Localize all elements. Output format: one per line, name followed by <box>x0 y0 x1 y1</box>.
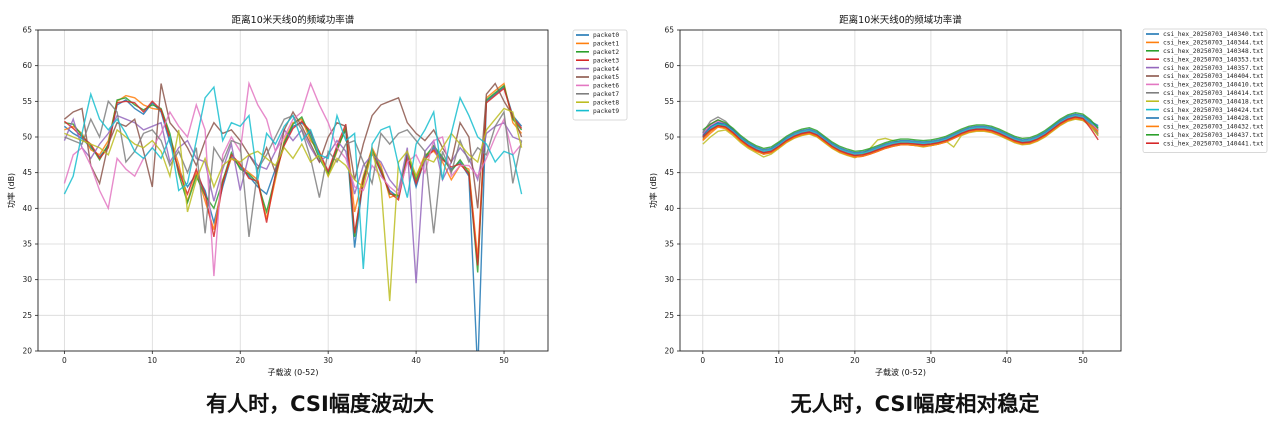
y-tick-label: 20 <box>664 347 674 356</box>
legend-label: csi_hex_20250703_140340.txt <box>1163 31 1264 38</box>
y-tick-label: 55 <box>664 97 674 106</box>
series-line-6 <box>63 80 523 277</box>
x-tick-label: 10 <box>148 356 158 365</box>
series-line-9 <box>63 85 523 270</box>
y-tick-label: 35 <box>664 240 674 249</box>
legend-label: csi_hex_20250703_140344.txt <box>1163 40 1264 47</box>
x-tick-label: 50 <box>1078 356 1088 365</box>
series-line-10 <box>702 113 1099 154</box>
y-tick-label: 45 <box>22 168 32 177</box>
y-axis-label: 功率 (dB) <box>648 173 658 208</box>
y-tick-label: 25 <box>664 311 674 320</box>
y-tick-label: 30 <box>664 275 674 284</box>
x-tick-label: 50 <box>499 356 509 365</box>
x-tick-label: 20 <box>850 356 860 365</box>
y-tick-label: 65 <box>22 26 32 35</box>
series-line-1 <box>64 82 523 259</box>
y-tick-label: 35 <box>22 240 32 249</box>
y-tick-label: 65 <box>664 26 674 35</box>
series-line-8 <box>64 107 523 302</box>
x-tick-label: 0 <box>700 356 705 365</box>
legend-label: csi_hex_20250703_140348.txt <box>1163 48 1264 55</box>
y-tick-label: 30 <box>22 275 32 284</box>
x-tick-label: 40 <box>1002 356 1012 365</box>
caption-left: 有人时，CSI幅度波动大 <box>206 392 434 416</box>
legend-label: csi_hex_20250703_140428.txt <box>1163 115 1264 122</box>
legend-label: csi_hex_20250703_140357.txt <box>1163 65 1264 72</box>
chart-title: 距离10米天线0的频域功率谱 <box>232 14 355 26</box>
series-line-11 <box>702 117 1099 158</box>
legend-label: packet6 <box>593 83 619 90</box>
legend-label: csi_hex_20250703_140414.txt <box>1163 90 1264 97</box>
y-tick-label: 60 <box>22 61 32 70</box>
legend-label: csi_hex_20250703_140441.txt <box>1163 140 1264 147</box>
y-tick-label: 40 <box>664 204 674 213</box>
plot-frame <box>679 29 1122 352</box>
legend-label: packet4 <box>593 66 619 73</box>
series-line-2 <box>64 84 523 273</box>
plot-frame <box>37 29 549 352</box>
legend-label: csi_hex_20250703_140410.txt <box>1163 82 1264 89</box>
y-tick-label: 55 <box>22 97 32 106</box>
legend-label: packet8 <box>593 99 619 106</box>
y-tick-label: 25 <box>22 311 32 320</box>
caption-right: 无人时，CSI幅度相对稳定 <box>790 392 1040 416</box>
legend-label: csi_hex_20250703_140424.txt <box>1163 107 1264 114</box>
x-tick-label: 30 <box>926 356 936 365</box>
y-tick-label: 50 <box>664 133 674 142</box>
legend-label: csi_hex_20250703_140353.txt <box>1163 56 1264 63</box>
legend-label: packet0 <box>593 32 619 39</box>
x-tick-label: 20 <box>235 356 245 365</box>
series-line-13 <box>702 116 1099 157</box>
chart-left: 0 10 20 30 40 50 20 25 30 35 40 45 50 55 60 65 距离10米天线0的… <box>6 14 628 377</box>
legend-label: packet3 <box>593 57 619 64</box>
legend-label: packet1 <box>593 41 619 48</box>
legend-label: packet7 <box>593 91 619 98</box>
legend-label: csi_hex_20250703_140437.txt <box>1163 132 1264 139</box>
y-axis-label: 功率 (dB) <box>6 173 16 208</box>
chart-right: 0 10 20 30 40 50 20 25 30 35 40 45 50 55 60 65 距离10米天线0的… <box>648 14 1268 377</box>
legend-label: csi_hex_20250703_140432.txt <box>1163 124 1264 131</box>
legend-label: csi_hex_20250703_140418.txt <box>1163 98 1264 105</box>
x-tick-label: 40 <box>411 356 421 365</box>
x-tick-label: 0 <box>62 356 67 365</box>
chart-title: 距离10米天线0的频域功率谱 <box>839 14 962 26</box>
series-line-9 <box>702 114 1099 155</box>
y-tick-label: 40 <box>22 204 32 213</box>
series-line-4 <box>63 114 522 284</box>
legend-label: packet9 <box>593 108 619 115</box>
x-tick-label: 10 <box>774 356 784 365</box>
y-tick-label: 60 <box>664 61 674 70</box>
legend-label: csi_hex_20250703_140404.txt <box>1163 73 1264 80</box>
x-axis-label: 子载波 (0-52) <box>875 367 926 377</box>
x-tick-label: 30 <box>323 356 333 365</box>
y-tick-label: 45 <box>664 168 674 177</box>
legend-box <box>1142 28 1268 153</box>
legend-label: packet5 <box>593 74 619 81</box>
legend-label: packet2 <box>593 49 619 56</box>
y-tick-label: 20 <box>22 347 32 356</box>
x-axis-label: 子载波 (0-52) <box>268 367 319 377</box>
series-line-12 <box>702 111 1099 153</box>
y-tick-label: 50 <box>22 133 32 142</box>
